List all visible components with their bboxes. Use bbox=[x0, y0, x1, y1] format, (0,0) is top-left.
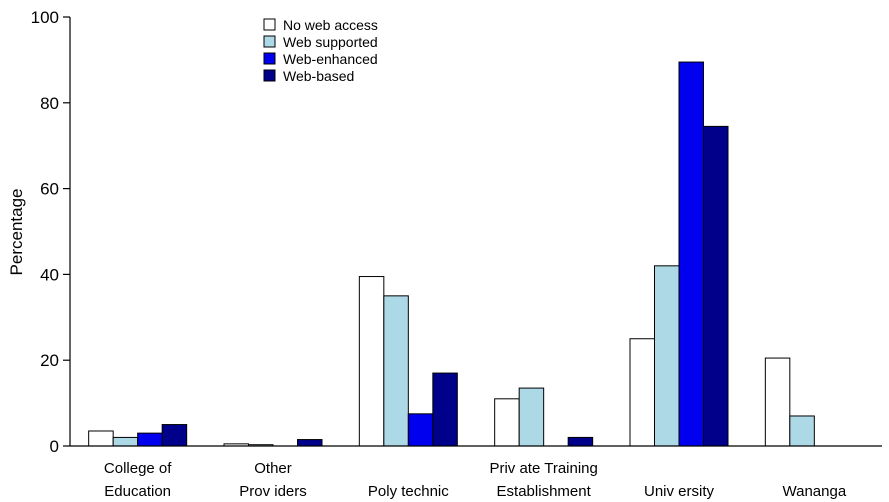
legend-label: Web supported bbox=[283, 34, 378, 50]
x-category-label: Other Prov iders bbox=[239, 460, 307, 500]
x-category-label: College of Education bbox=[104, 460, 172, 500]
bar-no-web-access-3 bbox=[494, 398, 520, 447]
legend-label: Web-based bbox=[283, 68, 354, 84]
y-tick-label: 80 bbox=[40, 94, 59, 113]
y-tick-label: 0 bbox=[50, 437, 59, 456]
axes-group bbox=[69, 17, 882, 447]
x-category-labels: College of Education Other Prov iders Poly t… bbox=[104, 460, 847, 500]
y-tick-label: 40 bbox=[40, 265, 59, 284]
bar-web-based-2 bbox=[432, 372, 458, 447]
y-ticks-group: 0 20 40 60 80 100 bbox=[31, 8, 70, 456]
legend-swatch bbox=[263, 35, 276, 48]
bar-web-enhanced-0 bbox=[137, 432, 163, 447]
y-axis-title: Percentage bbox=[7, 189, 26, 276]
bar-no-web-access-2 bbox=[358, 276, 385, 447]
bar-web-based-0 bbox=[161, 424, 188, 447]
y-tick-label: 60 bbox=[40, 180, 59, 199]
bars-group bbox=[88, 61, 815, 447]
bar-web-supported-5 bbox=[789, 415, 815, 447]
y-tick-label: 20 bbox=[40, 351, 59, 370]
bar-web-based-1 bbox=[297, 439, 323, 447]
bar-web-supported-0 bbox=[112, 436, 139, 447]
x-category-label: Univ ersity bbox=[644, 483, 715, 500]
legend-label: No web access bbox=[283, 17, 378, 33]
x-category-label: Priv ate Training Establishment bbox=[489, 460, 597, 500]
bar-web-based-3 bbox=[567, 436, 594, 447]
bar-web-supported-2 bbox=[383, 295, 409, 447]
bar-no-web-access-5 bbox=[764, 357, 791, 447]
x-category-label: Poly technic bbox=[368, 483, 449, 500]
bar-web-supported-4 bbox=[654, 265, 680, 447]
bar-no-web-access-0 bbox=[88, 430, 114, 447]
legend-swatch bbox=[263, 18, 276, 31]
bar-web-supported-3 bbox=[518, 387, 545, 447]
bar-web-enhanced-2 bbox=[407, 413, 434, 447]
legend-label: Web-enhanced bbox=[283, 51, 378, 67]
legend-swatch bbox=[263, 69, 276, 82]
legend-swatch bbox=[263, 52, 276, 65]
bar-web-based-4 bbox=[703, 125, 729, 447]
bar-no-web-access-4 bbox=[629, 338, 655, 447]
bar-web-enhanced-4 bbox=[678, 61, 704, 447]
x-category-label: Wananga bbox=[783, 483, 847, 500]
y-tick-label: 100 bbox=[31, 8, 59, 27]
